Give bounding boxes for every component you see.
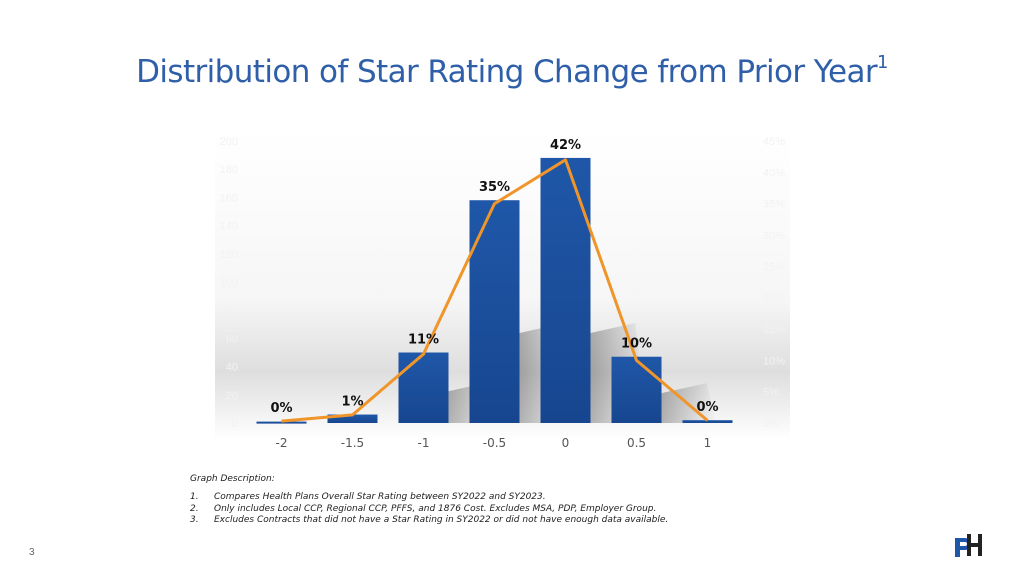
- y-tick-label: 160: [220, 192, 238, 204]
- left-axis: 0 20 40 60 80 100 120 140 160 180 200: [220, 136, 238, 430]
- notes-list: 1. Compares Health Plans Overall Star Rat…: [190, 492, 668, 527]
- right-axis: 0% 5% 10% 15% 20% 25% 30% 35% 40% 45%: [763, 136, 785, 430]
- bar-1: [682, 420, 733, 423]
- data-label: 42%: [550, 138, 581, 153]
- data-label: 10%: [621, 337, 652, 352]
- note-text: Only includes Local CCP, Regional CCP, P…: [214, 503, 657, 514]
- y2-tick-label: 0%: [763, 418, 779, 430]
- company-logo-icon: PH: [955, 534, 982, 557]
- y-tick-label: 180: [220, 164, 238, 176]
- title-footnote-marker: 1: [877, 52, 888, 73]
- y2-tick-label: 25%: [763, 261, 785, 273]
- x-tick-label: -2: [276, 436, 288, 450]
- bar-0.5: [611, 356, 662, 423]
- bar--2: [256, 421, 307, 424]
- bar--1: [398, 352, 449, 423]
- data-label: 0%: [696, 400, 718, 415]
- data-label: 1%: [341, 395, 363, 410]
- note-number: 2.: [190, 503, 199, 514]
- slide-title: Distribution of Star Rating Change from …: [0, 52, 1024, 90]
- note-number: 3.: [190, 515, 199, 525]
- x-tick-label: 0.5: [627, 436, 646, 450]
- y2-tick-label: 15%: [763, 324, 785, 336]
- y2-tick-label: 5%: [763, 387, 779, 399]
- data-label: 35%: [479, 180, 510, 195]
- y2-tick-label: 40%: [763, 167, 785, 179]
- x-tick-label: 0: [562, 436, 570, 450]
- page-number: 3: [29, 547, 35, 558]
- note-text: Excludes Contracts that did not have a S…: [214, 515, 669, 525]
- notes-heading: Graph Description:: [190, 474, 275, 484]
- y2-tick-label: 10%: [763, 355, 785, 367]
- y-tick-label: 200: [220, 136, 238, 148]
- y-tick-label: 140: [220, 221, 238, 233]
- data-label: 0%: [270, 401, 292, 416]
- x-tick-label: -1: [418, 436, 430, 450]
- y-tick-label: 0: [232, 418, 238, 430]
- y-tick-label: 120: [220, 249, 238, 261]
- x-tick-label: -0.5: [483, 436, 506, 450]
- data-label: 11%: [408, 333, 439, 348]
- graph-description: Graph Description: 1. Compares Health Pla…: [190, 474, 668, 527]
- y-tick-label: 80: [226, 305, 238, 317]
- y-tick-label: 20: [226, 390, 238, 402]
- y2-tick-label: 20%: [763, 293, 785, 305]
- y-tick-label: 100: [220, 277, 238, 289]
- note-item: 2. Only includes Local CCP, Regional CCP,…: [190, 504, 668, 516]
- x-tick-label: -1.5: [341, 436, 364, 450]
- line-series: [281, 158, 709, 423]
- y2-tick-label: 45%: [763, 136, 785, 148]
- note-number: 1.: [190, 492, 199, 502]
- note-item: 3. Excludes Contracts that did not have a…: [190, 515, 668, 527]
- bar--1.5: [327, 414, 378, 423]
- slide-title-text: Distribution of Star Rating Change from …: [136, 54, 878, 90]
- note-item: 1. Compares Health Plans Overall Star Rat…: [190, 492, 668, 504]
- bar-0: [540, 157, 591, 424]
- note-text: Compares Health Plans Overall Star Ratin…: [214, 492, 546, 502]
- y2-tick-label: 35%: [763, 199, 785, 211]
- y-tick-label: 60: [226, 333, 238, 345]
- y-tick-label: 40: [226, 362, 238, 374]
- x-axis: -2 -1.5 -1 -0.5 0 0.5 1: [276, 436, 712, 450]
- data-labels: 0% 1% 11% 35% 42% 10% 0%: [270, 138, 718, 416]
- x-tick-label: 1: [704, 436, 712, 450]
- bar--0.5: [469, 200, 520, 423]
- y2-tick-label: 30%: [763, 230, 785, 242]
